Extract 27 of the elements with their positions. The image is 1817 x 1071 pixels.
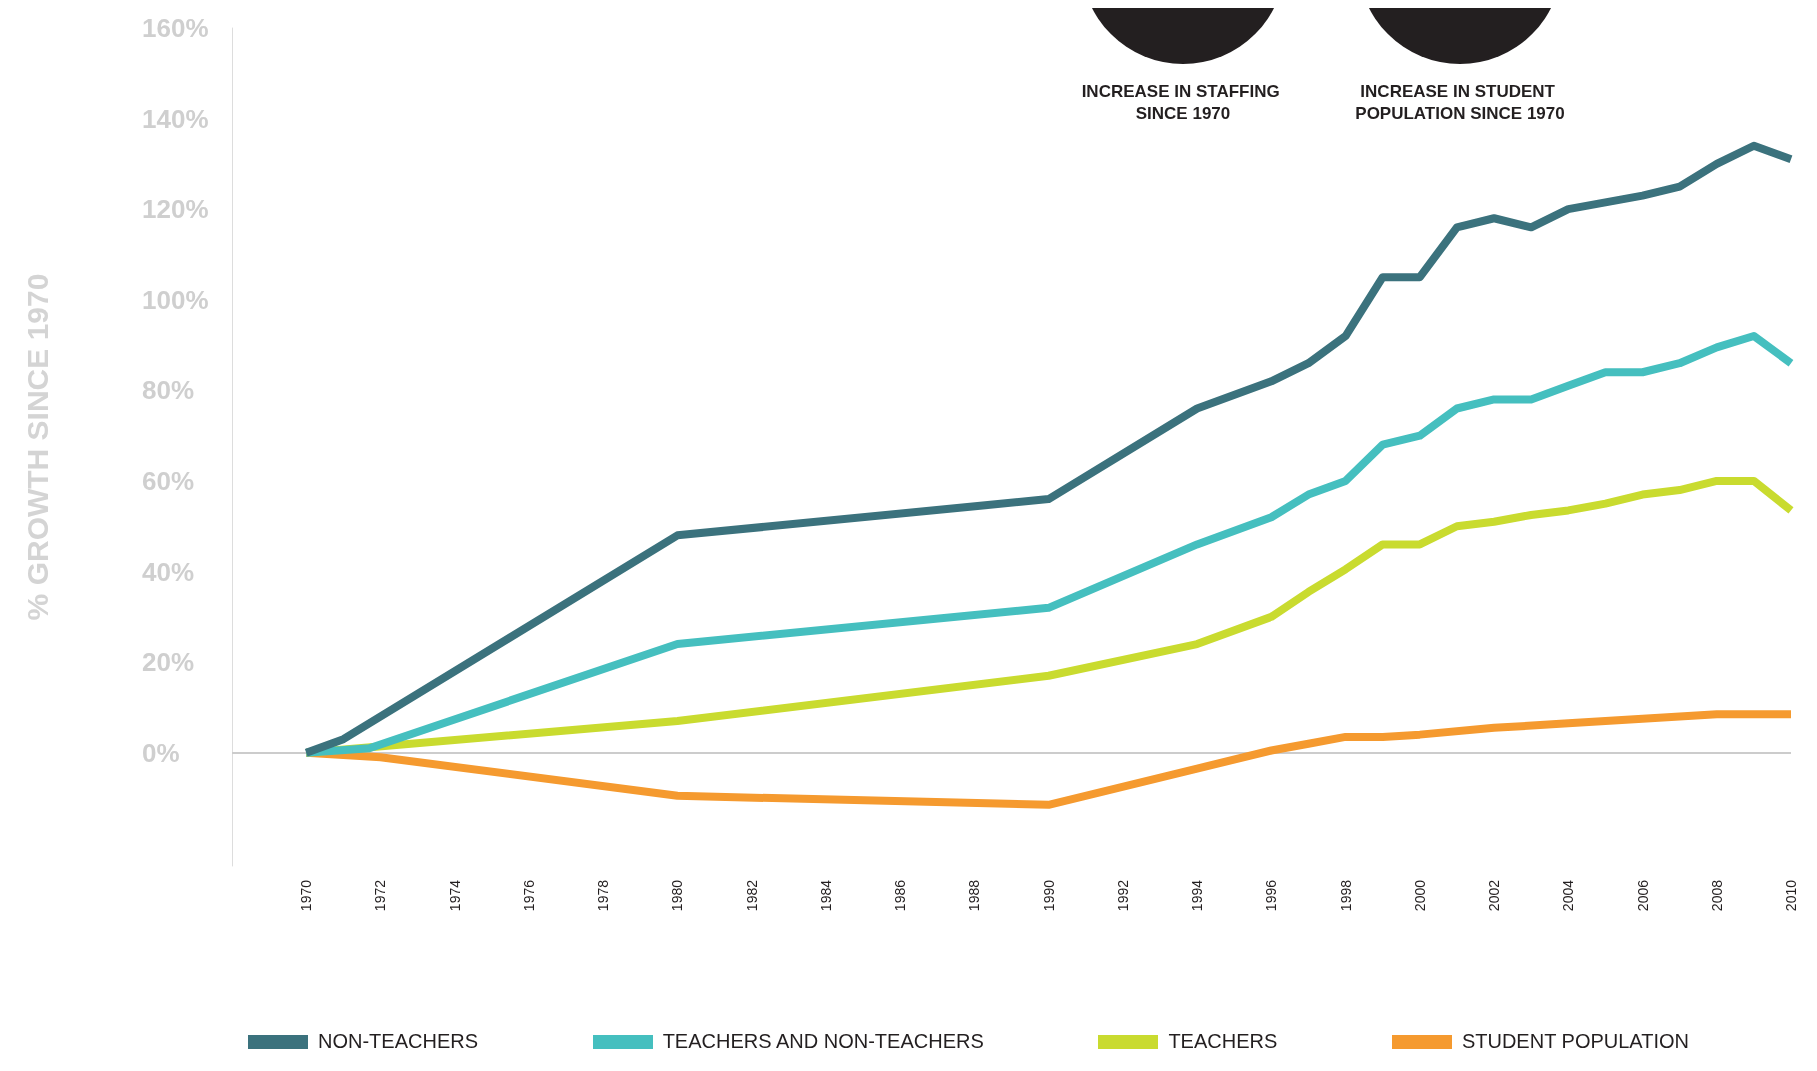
x-tick-label: 2000: [1411, 879, 1428, 912]
x-tick-label: 2002: [1486, 879, 1503, 912]
x-tick-label: 1990: [1040, 879, 1057, 912]
x-tick-label: 1992: [1114, 879, 1131, 912]
x-tick-label: 1974: [446, 879, 463, 912]
x-tick-label: 1996: [1263, 879, 1280, 912]
x-tick-label: 2006: [1634, 879, 1651, 912]
x-tick-label: 1982: [743, 879, 760, 912]
x-tick-label: 2004: [1560, 879, 1577, 912]
legend-label: STUDENT POPULATION: [1461, 1029, 1689, 1054]
x-tick-label: 1998: [1337, 879, 1354, 912]
x-tick-label: 1970: [298, 879, 315, 912]
x-tick-label: 2008: [1708, 879, 1725, 912]
x-tick-label: 1986: [892, 879, 909, 912]
x-tick-label: 1988: [966, 879, 983, 912]
annotation: INCREASE IN STUDENT POPULATION SINCE 1970: [1355, 81, 1565, 123]
legend-label: TEACHERS AND NON-TEACHERS: [662, 1029, 984, 1054]
x-tick-label: 1978: [595, 879, 612, 912]
x-tick-label: 1994: [1189, 879, 1206, 912]
x-tick-label: 1976: [520, 879, 537, 912]
legend-label: NON-TEACHERS: [318, 1029, 479, 1054]
legend-label: TEACHERS: [1168, 1029, 1278, 1054]
annotation: INCREASE IN STAFFING SINCE 1970: [1081, 81, 1285, 123]
x-tick-label: 1972: [372, 879, 389, 912]
x-tick-label: 1984: [817, 879, 834, 912]
x-tick-label: 1980: [669, 879, 686, 912]
x-tick-label: 2010: [1783, 879, 1799, 912]
